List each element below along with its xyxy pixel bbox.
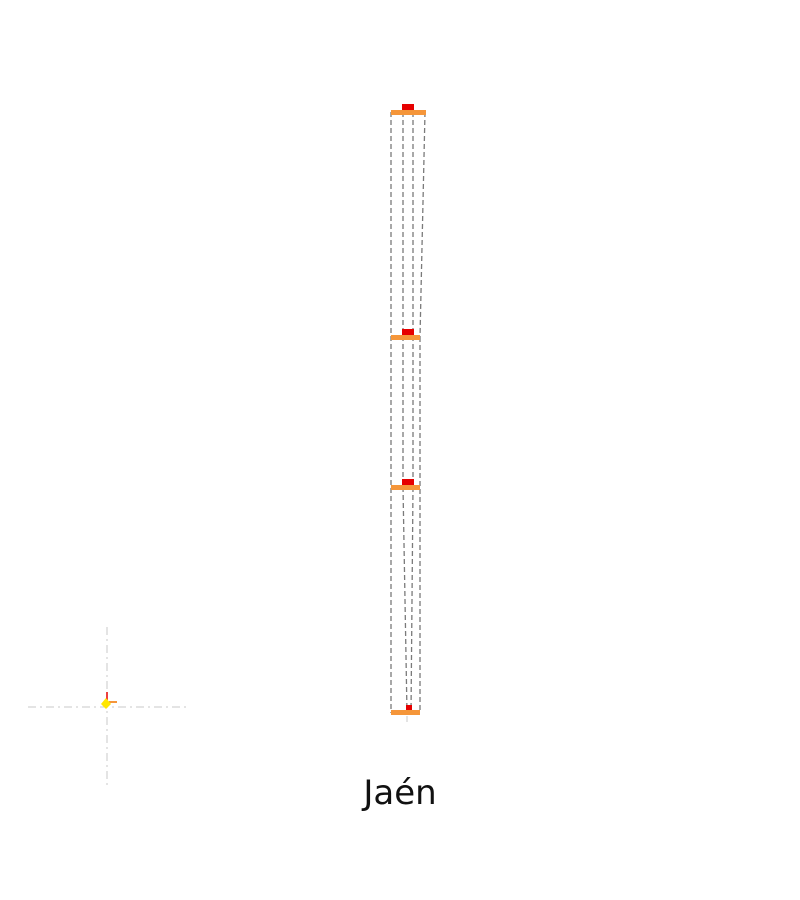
floor-slab-lower-middle [391,485,420,490]
tower-outlines [390,111,426,722]
floor-slab-top [391,110,426,115]
floor-slab-base [391,710,420,715]
red-node-icon [402,479,414,485]
red-node-icon [402,104,414,110]
red-node-icon [406,705,412,710]
origin-crosshair [28,627,188,787]
diagram-caption: Jaén [363,773,437,813]
floor-slabs [391,110,426,715]
node-markers [402,104,414,710]
outline-inner-right-lower [410,486,414,714]
outline-outer-right-upper [419,111,426,338]
outline-inner-left-lower [402,486,408,714]
compass-origin-icon [101,692,117,709]
red-node-icon [402,329,414,335]
floor-slab-upper-middle [391,335,420,340]
